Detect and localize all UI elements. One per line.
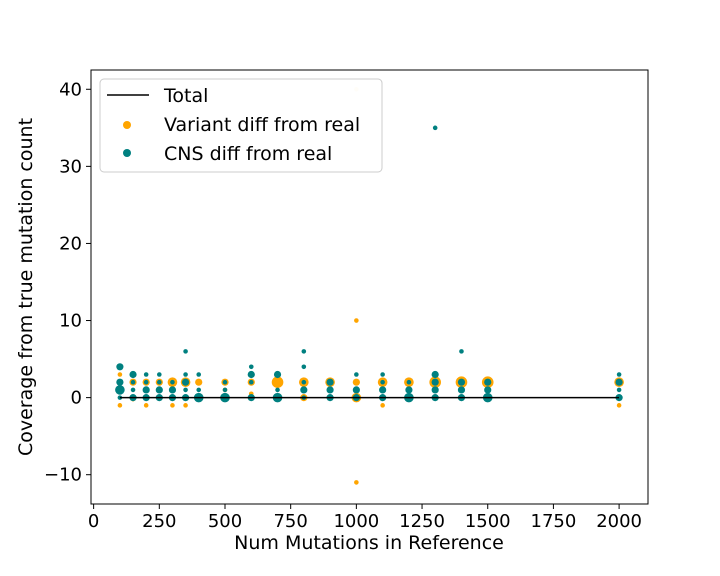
y-tick-label: 30 — [59, 156, 82, 177]
x-tick-label: 1000 — [333, 511, 379, 532]
variant-point — [380, 403, 385, 408]
y-tick-label: −10 — [44, 465, 82, 486]
y-axis-label: Coverage from true mutation count — [15, 118, 37, 456]
cns-point — [615, 394, 623, 402]
x-axis-label: Num Mutations in Reference — [234, 532, 504, 554]
cns-point — [129, 370, 137, 379]
cns-point — [157, 379, 162, 385]
cns-point — [248, 379, 254, 385]
cns-point — [457, 386, 466, 394]
cns-point — [301, 349, 307, 354]
x-tick-label: 2000 — [596, 511, 642, 532]
legend-box — [99, 78, 383, 173]
cns-point — [616, 372, 622, 377]
x-tick-label: 500 — [208, 511, 242, 532]
cns-point — [130, 379, 136, 385]
variant-point — [354, 480, 359, 485]
y-tick-label: 0 — [71, 388, 82, 409]
x-tick-label: 0 — [88, 511, 99, 532]
cns-point — [615, 378, 623, 386]
cns-point — [248, 364, 254, 370]
cns-point — [431, 378, 439, 386]
x-tick-label: 250 — [142, 511, 176, 532]
cns-point — [170, 379, 175, 385]
y-tick-label: 10 — [59, 311, 82, 332]
cns-point — [301, 364, 307, 370]
legend-cns-swatch — [123, 149, 131, 157]
cns-point — [117, 395, 123, 400]
cns-point — [116, 363, 124, 371]
cns-point — [115, 385, 125, 395]
cns-point — [352, 386, 360, 394]
cns-point — [379, 386, 387, 394]
cns-point — [431, 386, 439, 394]
cns-point — [155, 386, 163, 394]
cns-point — [222, 387, 228, 393]
x-tick-label: 1750 — [531, 511, 577, 532]
cns-point — [300, 386, 308, 394]
cns-point — [275, 387, 280, 393]
cns-point — [183, 349, 188, 354]
cns-point — [157, 372, 162, 377]
variant-point — [354, 318, 359, 323]
x-tick-label: 1500 — [465, 511, 511, 532]
cns-point — [196, 372, 202, 377]
cns-point — [405, 386, 413, 394]
variant-point — [170, 403, 175, 408]
variant-point — [143, 403, 149, 408]
cns-point — [130, 387, 136, 393]
cns-point — [459, 349, 464, 354]
cns-point — [196, 387, 202, 393]
cns-point — [183, 372, 188, 377]
x-tick-label: 750 — [273, 511, 307, 532]
legend-total-label: Total — [163, 85, 208, 107]
cns-point — [326, 378, 334, 386]
variant-point — [117, 372, 123, 377]
cns-point — [143, 372, 149, 377]
plot-frame — [90, 69, 649, 505]
y-tick-label: 40 — [59, 79, 82, 100]
cns-point — [484, 378, 492, 386]
cns-point — [183, 387, 188, 393]
variant-point — [195, 378, 203, 386]
variant-point — [117, 403, 123, 408]
legend-variant-swatch — [123, 121, 131, 129]
variant-point — [271, 376, 284, 389]
cns-point — [168, 386, 177, 394]
cns-point — [457, 378, 466, 386]
cns-point — [301, 379, 307, 385]
cns-point — [380, 379, 385, 385]
x-tick-label: 1250 — [399, 511, 445, 532]
cns-point — [273, 370, 282, 379]
cns-point — [616, 387, 622, 393]
cns-point — [181, 378, 190, 386]
variant-point — [616, 403, 622, 408]
cns-point — [431, 370, 439, 379]
cns-point — [380, 372, 385, 377]
cns-point — [142, 386, 150, 394]
cns-point — [484, 386, 492, 394]
variant-point — [352, 378, 360, 386]
variant-point — [183, 403, 188, 408]
legend-cns-label: CNS diff from real — [164, 143, 332, 165]
legend: Total Variant diff from real CNS diff fr… — [99, 78, 383, 173]
cns-point — [247, 370, 255, 379]
legend-variant-label: Variant diff from real — [164, 114, 360, 136]
cns-point — [143, 379, 149, 385]
cns-point — [406, 379, 412, 385]
cns-point — [326, 386, 334, 394]
cns-point — [222, 379, 228, 385]
y-axis-ticks: −10 0 10 20 30 40 — [44, 79, 91, 486]
y-tick-label: 20 — [59, 233, 82, 254]
cns-point — [432, 125, 438, 131]
cns-point — [116, 378, 124, 386]
x-axis-ticks: 0 250 500 750 1000 1250 1500 1750 2000 — [88, 504, 642, 532]
cns-point — [354, 372, 359, 377]
